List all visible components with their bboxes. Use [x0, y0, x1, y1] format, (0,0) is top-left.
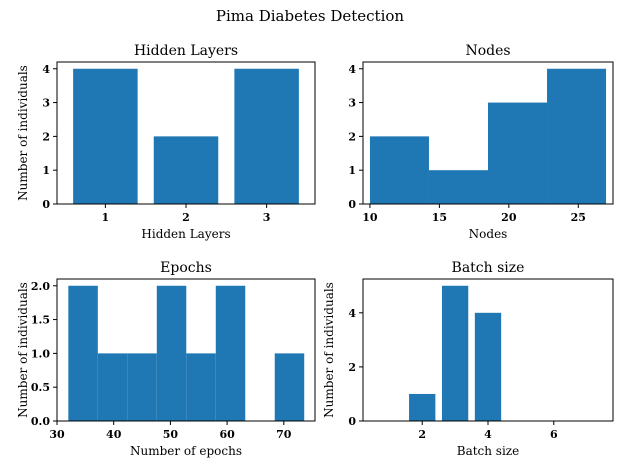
chart-4-ytick-label-2: 2: [348, 361, 356, 374]
chart-4-ytick-label-1: 0: [348, 415, 356, 428]
chart-3-title: Epochs: [160, 260, 212, 276]
chart-1-ytick-label-4: 3: [42, 97, 50, 110]
chart-4: 2 4 6 0 2 4 Batch size Batch size Number of indi…: [322, 260, 614, 458]
chart-2-title: Nodes: [465, 43, 510, 59]
chart-2-ytick-label-5: 4: [348, 63, 356, 76]
chart-1-ytick-label-5: 4: [42, 63, 50, 76]
chart-3-xtick-label-3: 50: [163, 428, 179, 441]
chart-1-bar-1: [73, 68, 138, 204]
chart-4-ylabel: Number of individuals: [322, 282, 336, 418]
chart-3-bar-1: [68, 285, 98, 421]
chart-1-xtick-label-1: 1: [102, 211, 110, 224]
chart-2-xtick-label-1: 10: [362, 211, 378, 224]
chart-3-bar-4: [156, 285, 187, 421]
chart-3-bar-2: [97, 353, 128, 421]
chart-3-xtick-label-5: 70: [276, 428, 292, 441]
chart-1: 1 2 3 0 1 2 3 4 Hidden Layers Hidden Layers Number…: [16, 43, 316, 241]
chart-1-xtick-label-3: 3: [263, 211, 271, 224]
chart-2-bar-1: [369, 136, 429, 204]
chart-4-ytick-label-3: 4: [348, 307, 356, 320]
chart-2-xtick-label-4: 25: [571, 211, 586, 224]
chart-3: 30 40 50 60 70 0.0 0.5 1.0 1.5 2.0 Epochs Number of…: [16, 260, 316, 458]
chart-4-bar-2: [441, 285, 469, 421]
chart-3-ytick-label-5: 2.0: [31, 280, 50, 293]
chart-3-bar-7: [274, 353, 305, 421]
chart-2-ytick-label-3: 2: [348, 130, 356, 143]
chart-1-bar-2: [153, 136, 219, 204]
chart-3-xlabel: Number of epochs: [130, 444, 242, 458]
chart-1-ytick-label-2: 1: [42, 164, 50, 177]
chart-3-ytick-label-4: 1.5: [31, 314, 50, 327]
chart-1-ylabel: Number of individuals: [16, 65, 30, 201]
chart-4-bar-3: [474, 312, 502, 421]
chart-3-ylabel: Number of individuals: [16, 282, 30, 418]
chart-3-xtick-label-4: 60: [219, 428, 235, 441]
chart-3-bar-3: [127, 353, 157, 421]
chart-3-ytick-label-2: 0.5: [31, 381, 50, 394]
chart-1-bar-3: [234, 68, 299, 204]
chart-4-xlabel: Batch size: [457, 444, 519, 458]
chart-1-title: Hidden Layers: [134, 43, 238, 59]
chart-1-xlabel: Hidden Layers: [141, 227, 230, 241]
chart-4-title: Batch size: [452, 260, 525, 276]
chart-2-bar-3: [488, 102, 548, 204]
chart-3-axes-frame: [56, 278, 316, 422]
chart-1-ytick-label-1: 0: [42, 198, 50, 211]
chart-1-ytick-label-3: 2: [42, 130, 50, 143]
chart-4-xtick-label-3: 6: [550, 428, 558, 441]
chart-1-xtick-label-2: 2: [182, 211, 190, 224]
chart-2-xtick-label-2: 15: [432, 211, 447, 224]
chart-2-axes-frame: [362, 61, 614, 205]
chart-2: 10 15 20 25 0 1 2 3 4 Nodes Nodes: [348, 43, 614, 241]
chart-3-bar-5: [186, 353, 216, 421]
chart-2-xtick-label-3: 20: [501, 211, 517, 224]
chart-4-xtick-label-2: 4: [484, 428, 492, 441]
chart-2-ytick-label-1: 0: [348, 198, 356, 211]
chart-3-ytick-label-1: 0.0: [31, 415, 50, 428]
chart-2-ytick-label-4: 3: [348, 97, 356, 110]
chart-3-bar-6: [215, 285, 246, 421]
chart-2-bar-4: [547, 68, 607, 204]
chart-4-xtick-label-1: 2: [418, 428, 426, 441]
chart-2-ytick-label-2: 1: [348, 164, 356, 177]
chart-4-bar-1: [409, 393, 436, 421]
chart-3-ytick-label-3: 1.0: [31, 347, 50, 360]
chart-2-xlabel: Nodes: [469, 227, 508, 241]
figure-title: Pima Diabetes Detection: [216, 7, 405, 25]
chart-3-xtick-label-1: 30: [49, 428, 65, 441]
chart-2-bar-2: [428, 170, 488, 204]
chart-3-xtick-label-2: 40: [106, 428, 122, 441]
